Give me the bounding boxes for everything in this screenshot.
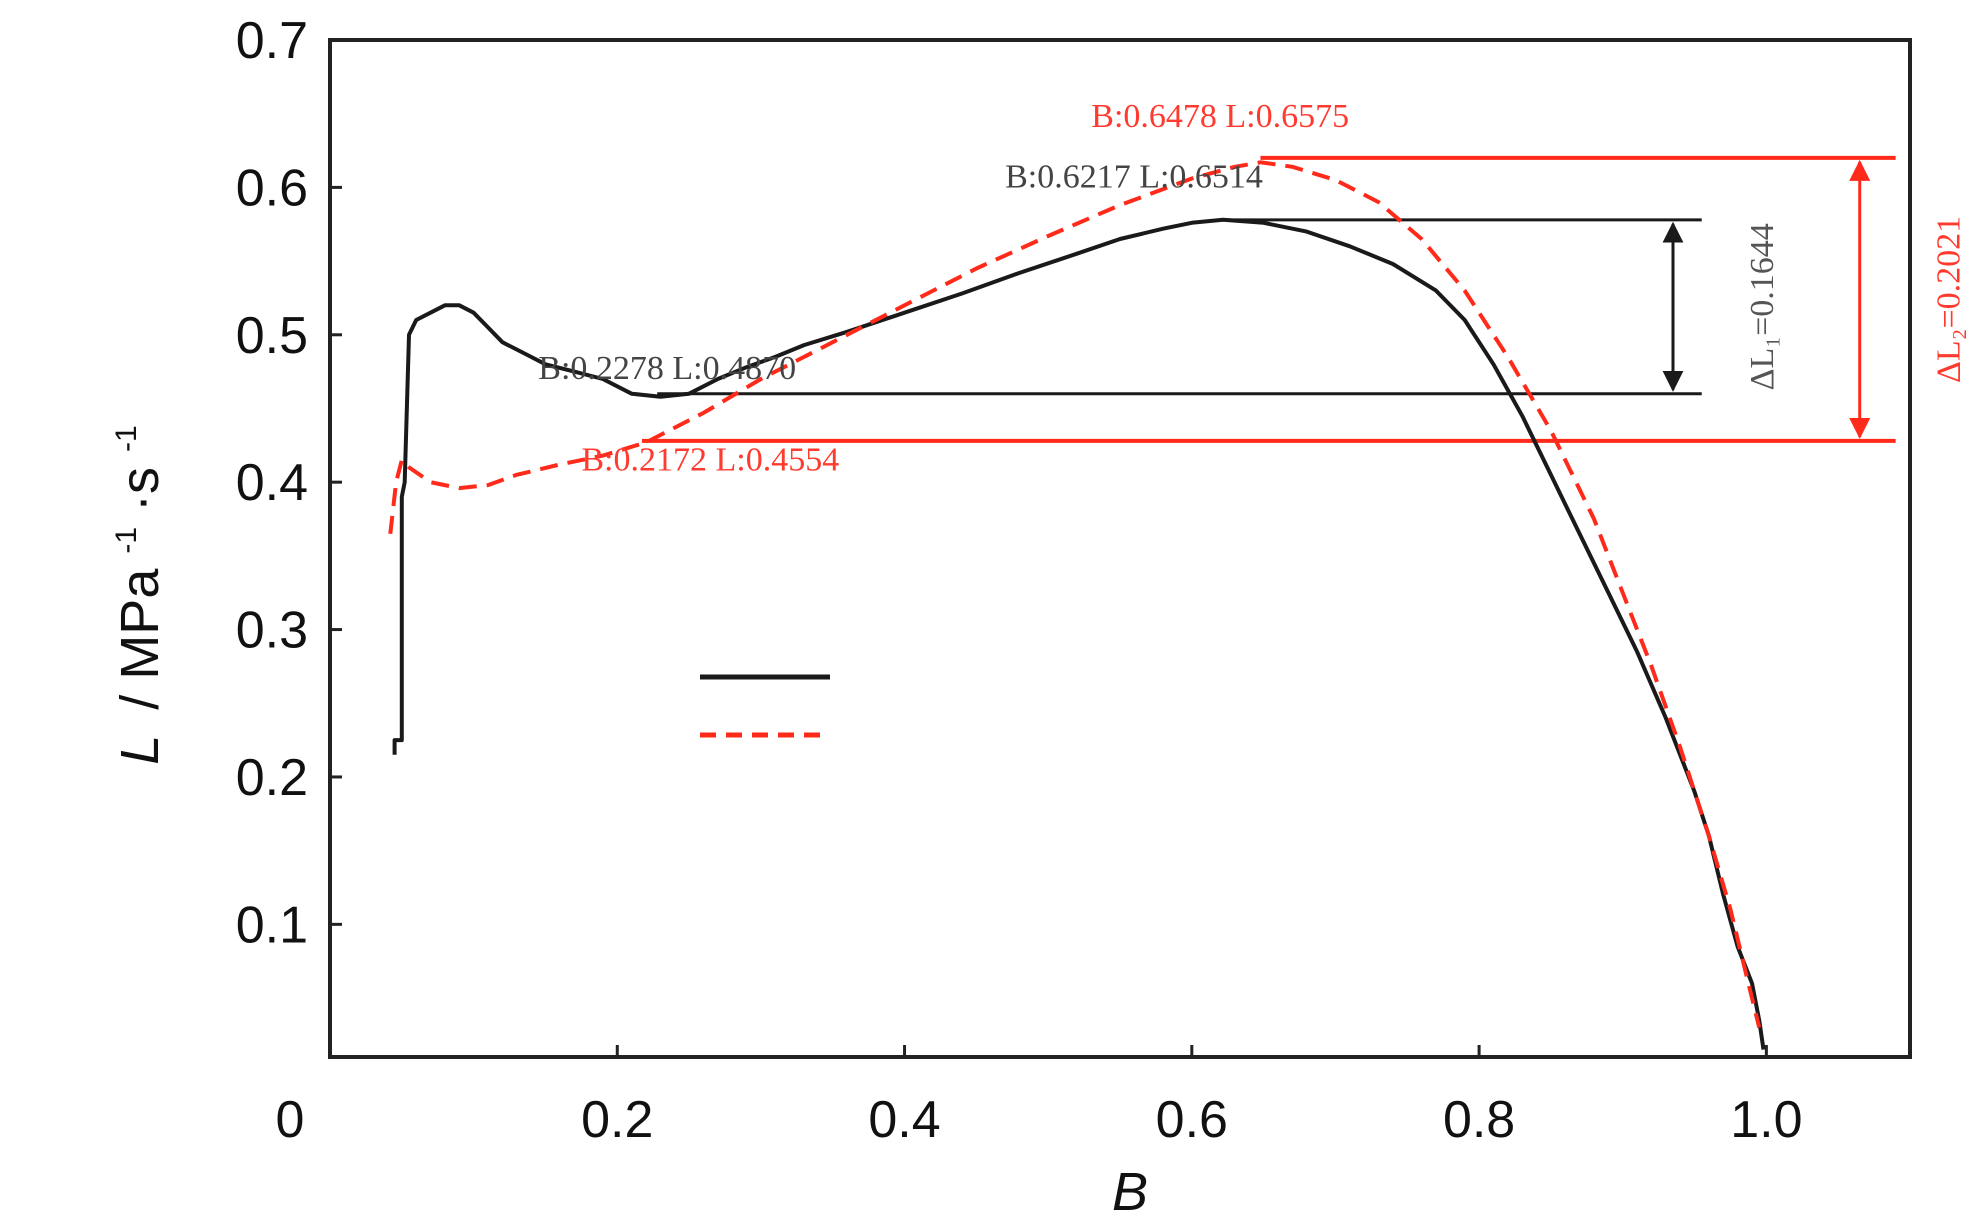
y-tick-label: 0.4 (236, 454, 308, 512)
y-tick-label: 0.1 (236, 896, 308, 954)
y-tick-label: 0.7 (236, 12, 308, 70)
point-annotation-3: B:0.2278 L:0.4870 (538, 350, 796, 387)
difference-label-1: ΔL₁=0.1644 (1744, 223, 1781, 390)
plot-area-frame (328, 38, 1912, 1059)
y-axis-title: L / MPa -1 ·s -1 (88, 425, 170, 765)
point-annotation-4: B:0.2172 L:0.4554 (581, 441, 839, 478)
y-axis-title-sup2: -1 (110, 425, 143, 452)
y-axis-title-units: / MPa (110, 568, 170, 710)
y-tick-label: 0.2 (236, 749, 308, 807)
y-axis-title-dot: ·s (110, 467, 170, 512)
y-tick-label: 0.3 (236, 602, 308, 660)
x-tick-label: 0.8 (1443, 1091, 1515, 1149)
series-line-1 (392, 217, 1766, 1050)
point-annotation-1: B:0.6478 L:0.6575 (1091, 98, 1349, 135)
y-axis-title-main: L (110, 735, 170, 765)
x-axis-title: B (1112, 1162, 1148, 1222)
y-axis-title-sup1: -1 (110, 527, 143, 554)
difference-label-2: ΔL₂=0.2021 (1931, 216, 1968, 383)
x-tick-label: 0.6 (1156, 1091, 1228, 1149)
x-tick-label: 0 (276, 1091, 305, 1149)
x-tick-label: 0.2 (581, 1091, 653, 1149)
y-tick-label: 0.5 (236, 307, 308, 365)
y-tick-label: 0.6 (236, 159, 308, 217)
point-annotation-2: B:0.6217 L:0.6514 (1005, 158, 1263, 195)
x-tick-label: 1.0 (1730, 1091, 1802, 1149)
series-line-2 (388, 160, 1762, 1028)
x-tick-label: 0.4 (868, 1091, 940, 1149)
